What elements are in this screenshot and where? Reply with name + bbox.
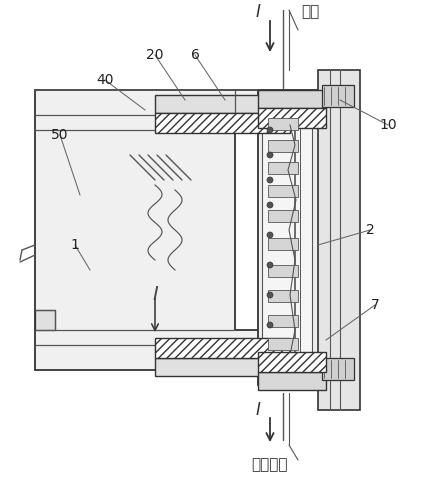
Bar bbox=[155, 95, 290, 113]
Bar bbox=[258, 352, 326, 372]
Circle shape bbox=[267, 292, 273, 298]
Text: 50: 50 bbox=[51, 128, 69, 142]
Text: 2: 2 bbox=[365, 223, 374, 237]
Bar bbox=[268, 210, 298, 222]
Bar bbox=[268, 265, 298, 277]
Text: 电网: 电网 bbox=[301, 4, 319, 20]
Bar bbox=[268, 315, 298, 327]
Text: 10: 10 bbox=[379, 118, 397, 132]
Text: 7: 7 bbox=[371, 298, 379, 312]
Text: 6: 6 bbox=[191, 48, 200, 62]
Bar bbox=[268, 290, 298, 302]
Bar bbox=[258, 372, 326, 390]
Circle shape bbox=[267, 127, 273, 133]
Bar bbox=[268, 140, 298, 152]
Bar bbox=[155, 338, 290, 358]
Text: 用电设备: 用电设备 bbox=[252, 457, 288, 472]
Bar bbox=[322, 85, 354, 107]
Circle shape bbox=[267, 232, 273, 238]
Bar bbox=[258, 90, 326, 108]
Text: 40: 40 bbox=[96, 73, 114, 87]
Bar bbox=[262, 95, 312, 380]
Bar bbox=[258, 108, 326, 128]
Bar bbox=[268, 162, 298, 174]
Bar bbox=[268, 338, 298, 350]
Text: 20: 20 bbox=[146, 48, 164, 62]
Polygon shape bbox=[35, 310, 55, 330]
Circle shape bbox=[267, 322, 273, 328]
Text: I: I bbox=[152, 285, 158, 305]
Text: 1: 1 bbox=[70, 238, 79, 252]
Text: I: I bbox=[256, 401, 260, 419]
Bar bbox=[322, 358, 354, 380]
Bar bbox=[258, 90, 326, 385]
Text: I: I bbox=[256, 3, 260, 21]
Bar bbox=[155, 113, 290, 133]
Bar bbox=[268, 185, 298, 197]
Circle shape bbox=[267, 202, 273, 208]
Bar bbox=[268, 238, 298, 250]
Circle shape bbox=[267, 152, 273, 158]
Polygon shape bbox=[35, 90, 260, 370]
Bar bbox=[155, 358, 290, 376]
Bar bbox=[318, 70, 360, 410]
Bar bbox=[268, 118, 298, 130]
Circle shape bbox=[267, 262, 273, 268]
Circle shape bbox=[267, 177, 273, 183]
